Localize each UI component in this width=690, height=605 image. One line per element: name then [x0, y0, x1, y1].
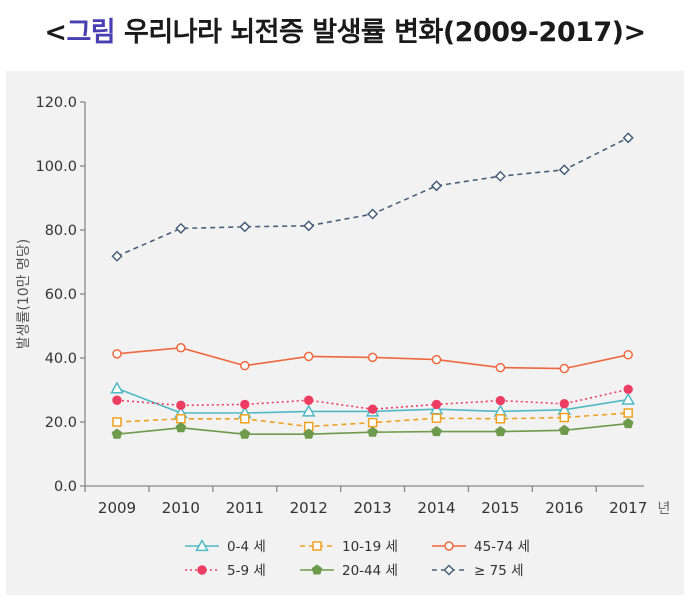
- legend-label: 10-19 세: [342, 539, 398, 555]
- data-point: [367, 352, 378, 363]
- data-point: [623, 384, 633, 395]
- data-point: [495, 362, 506, 373]
- legend-label: 20-44 세: [342, 563, 398, 579]
- y-tick-label: 0.0: [54, 479, 77, 495]
- title-accent: 그림: [66, 17, 116, 48]
- title-prefix: <: [44, 17, 67, 48]
- data-point: [303, 428, 315, 439]
- x-tick-label: 2011: [226, 499, 264, 517]
- data-point: [110, 381, 124, 394]
- data-point: [495, 414, 506, 424]
- data-point: [175, 422, 187, 433]
- y-tick-label: 40.0: [45, 351, 77, 367]
- data-point: [240, 399, 250, 410]
- data-point: [112, 395, 122, 405]
- data-point: [301, 404, 316, 417]
- chart-title: <그림 우리나라 뇌전증 발생률 변화(2009-2017)>: [0, 10, 690, 49]
- data-point: [175, 222, 187, 234]
- data-point: [495, 395, 506, 406]
- x-tick-label: 2013: [354, 499, 392, 517]
- x-tick-label: 2017: [609, 499, 647, 517]
- legend-marker: [311, 564, 323, 575]
- data-point: [559, 399, 569, 409]
- data-point: [558, 164, 570, 176]
- data-point: [559, 363, 570, 374]
- data-point: [111, 250, 123, 262]
- data-point: [623, 350, 633, 360]
- data-point: [240, 360, 250, 371]
- data-point: [367, 404, 378, 414]
- data-point: [431, 354, 442, 365]
- data-point: [622, 417, 634, 429]
- data-point: [304, 395, 314, 405]
- data-point: [303, 220, 315, 232]
- data-point: [112, 417, 122, 427]
- legend-label: 5-9 세: [227, 563, 266, 579]
- data-point: [623, 408, 633, 418]
- x-tick-label: 2014: [417, 499, 455, 517]
- x-axis-unit: 년: [658, 501, 671, 517]
- y-tick-label: 80.0: [45, 223, 77, 239]
- series-line-5: [116, 137, 629, 257]
- data-point: [112, 349, 122, 359]
- legend-marker: [443, 564, 455, 576]
- legend-marker: [197, 565, 207, 575]
- data-point: [240, 414, 250, 424]
- data-point: [239, 221, 251, 233]
- data-point: [367, 208, 379, 220]
- legend-marker: [312, 541, 322, 551]
- data-point: [558, 424, 570, 435]
- data-point: [367, 417, 378, 428]
- data-point: [622, 132, 634, 144]
- x-tick-label: 2009: [98, 499, 136, 517]
- data-point: [430, 180, 443, 192]
- data-point: [495, 425, 506, 437]
- y-axis-label: 발생률(10만 명당): [16, 239, 32, 349]
- data-point: [621, 392, 635, 405]
- data-point: [431, 413, 442, 423]
- chart-panel: [6, 71, 684, 595]
- data-point: [176, 343, 186, 353]
- data-point: [303, 351, 314, 362]
- title-text: 우리나라 뇌전증 발생률 변화(2009-2017)>: [115, 17, 646, 48]
- data-point: [431, 425, 442, 437]
- x-tick-label: 2012: [290, 499, 328, 517]
- data-point: [111, 428, 123, 439]
- legend-label: 45-74 세: [474, 539, 530, 555]
- y-tick-label: 60.0: [45, 287, 77, 303]
- data-point: [176, 400, 186, 411]
- data-point: [559, 412, 570, 423]
- legend-label: ≥ 75 세: [474, 563, 524, 579]
- y-tick-label: 120.0: [35, 95, 77, 111]
- x-tick-label: 2015: [481, 499, 519, 517]
- legend-label: 0-4 세: [227, 539, 266, 555]
- data-point: [367, 426, 378, 437]
- data-point: [176, 414, 186, 424]
- data-point: [431, 399, 442, 410]
- data-point: [239, 428, 251, 439]
- legend-marker: [444, 541, 454, 551]
- data-point: [494, 170, 506, 182]
- legend-marker: [195, 538, 209, 552]
- y-tick-label: 20.0: [45, 415, 77, 431]
- x-tick-label: 2010: [162, 499, 200, 517]
- y-tick-label: 100.0: [35, 159, 77, 175]
- x-tick-label: 2016: [545, 499, 583, 517]
